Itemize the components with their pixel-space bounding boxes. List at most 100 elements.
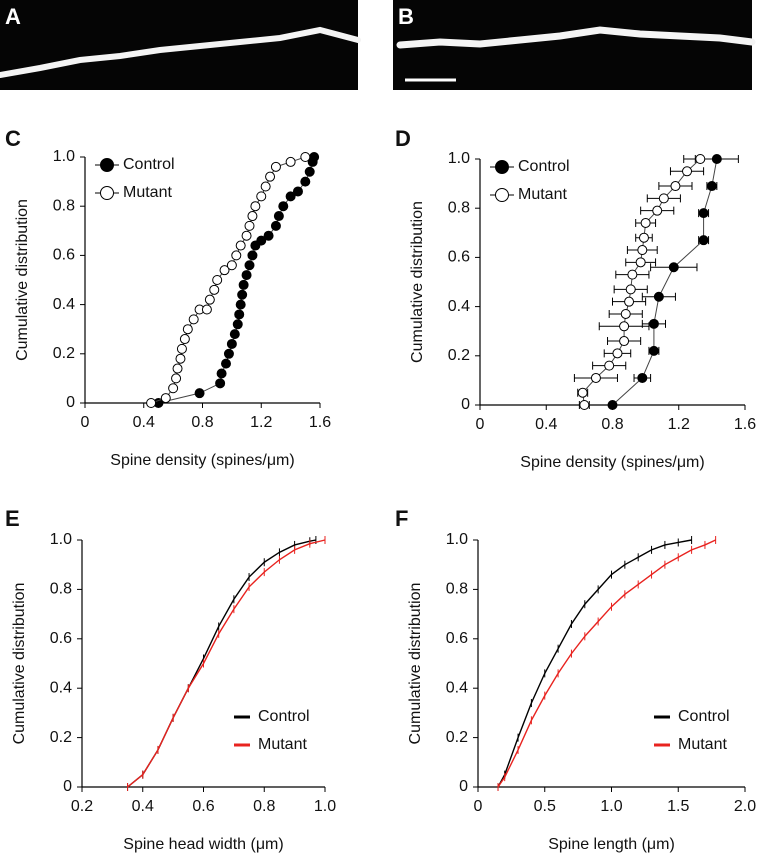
- point: [172, 363, 183, 374]
- panel-label: B: [398, 4, 414, 29]
- x-tick-label: 0.4: [132, 798, 154, 815]
- y-tick-label: 0: [63, 778, 72, 795]
- y-tick-label: 0.6: [448, 249, 470, 266]
- legend-label: Mutant: [678, 736, 727, 753]
- point: [235, 240, 246, 251]
- y-tick-label: 0.8: [446, 581, 468, 598]
- y-axis-label: Cumulative distribution: [409, 201, 426, 363]
- x-tick-label: 0.8: [601, 416, 623, 433]
- point: [620, 308, 631, 319]
- point: [648, 318, 659, 329]
- x-tick-label: 0.6: [192, 798, 214, 815]
- x-tick-label: 1.6: [734, 416, 756, 433]
- legend-marker: [100, 186, 114, 200]
- point: [176, 343, 187, 354]
- x-tick-label: 1.2: [668, 416, 690, 433]
- point: [624, 296, 635, 307]
- y-tick-label: 0: [459, 778, 468, 795]
- x-axis-label: Spine density (spines/μm): [520, 454, 704, 471]
- point: [625, 284, 636, 295]
- point: [244, 220, 255, 231]
- y-axis-label: Cumulative distribution: [14, 199, 31, 361]
- y-tick-label: 0.2: [53, 345, 75, 362]
- point: [229, 329, 240, 340]
- point: [231, 250, 242, 261]
- y-axis-label: Cumulative distribution: [407, 583, 424, 745]
- point: [201, 304, 212, 315]
- point: [698, 235, 709, 246]
- point: [237, 289, 248, 300]
- legend-marker: [495, 188, 509, 202]
- y-tick-label: 1.0: [50, 531, 72, 548]
- point: [278, 201, 289, 212]
- x-tick-label: 0: [476, 416, 485, 433]
- point: [238, 279, 249, 290]
- point: [263, 230, 274, 241]
- point: [695, 154, 706, 164]
- point: [256, 235, 267, 246]
- point: [285, 191, 296, 202]
- y-tick-label: 0.2: [50, 729, 72, 746]
- point: [235, 299, 246, 310]
- x-tick-label: 2.0: [734, 798, 756, 815]
- legend-label: Control: [123, 156, 175, 173]
- x-tick-label: 1.0: [600, 798, 622, 815]
- point: [637, 245, 648, 256]
- point: [223, 348, 234, 359]
- point: [604, 360, 615, 371]
- point: [607, 400, 618, 410]
- point: [182, 324, 193, 335]
- cdf-line: [497, 539, 692, 788]
- point: [670, 181, 681, 192]
- point: [590, 372, 601, 383]
- point: [292, 186, 303, 197]
- point: [171, 373, 182, 384]
- point: [204, 294, 215, 305]
- legend-label: Mutant: [518, 186, 567, 203]
- y-tick-label: 0.8: [53, 197, 75, 214]
- point: [260, 181, 271, 192]
- x-tick-label: 1.0: [314, 798, 336, 815]
- connector: [612, 158, 718, 406]
- panel-label: A: [5, 4, 21, 29]
- point: [179, 334, 190, 345]
- point: [232, 319, 243, 330]
- point: [221, 358, 231, 369]
- x-tick-label: 1.5: [667, 798, 689, 815]
- y-tick-label: 0.6: [50, 630, 72, 647]
- point: [619, 336, 630, 347]
- point: [637, 372, 648, 383]
- x-tick-label: 1.2: [250, 414, 272, 431]
- x-tick-label: 0.8: [191, 414, 213, 431]
- micrograph: [0, 0, 358, 90]
- point: [219, 265, 230, 276]
- point: [241, 270, 252, 281]
- point: [244, 260, 255, 271]
- point: [300, 152, 311, 162]
- point: [215, 378, 226, 389]
- legend-label: Control: [518, 158, 570, 175]
- y-tick-label: 1.0: [448, 150, 470, 167]
- x-tick-label: 1.6: [309, 414, 331, 431]
- point: [247, 211, 258, 222]
- y-tick-label: 0.8: [50, 581, 72, 598]
- point: [212, 275, 223, 285]
- y-axis-label: Cumulative distribution: [11, 583, 28, 745]
- point: [234, 309, 245, 320]
- x-tick-label: 0.2: [71, 798, 93, 815]
- y-tick-label: 0.4: [53, 296, 75, 313]
- point: [640, 217, 651, 228]
- point: [682, 166, 693, 177]
- x-axis-label: Spine density (spines/μm): [110, 452, 294, 469]
- point: [304, 166, 315, 177]
- y-tick-label: 0.4: [50, 679, 72, 696]
- y-tick-label: 0: [66, 394, 75, 411]
- x-tick-label: 0.8: [253, 798, 275, 815]
- point: [226, 260, 237, 271]
- cdf-line: [497, 539, 716, 788]
- y-tick-label: 1.0: [446, 531, 468, 548]
- connector: [582, 158, 701, 406]
- y-tick-label: 0.4: [448, 298, 470, 315]
- x-axis-label: Spine head width (μm): [123, 836, 283, 853]
- point: [668, 262, 679, 273]
